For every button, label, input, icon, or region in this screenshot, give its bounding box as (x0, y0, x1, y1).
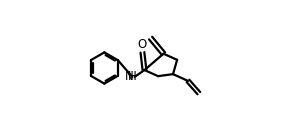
Text: O: O (138, 38, 147, 51)
Text: N: N (124, 70, 133, 83)
Text: H: H (128, 70, 137, 83)
